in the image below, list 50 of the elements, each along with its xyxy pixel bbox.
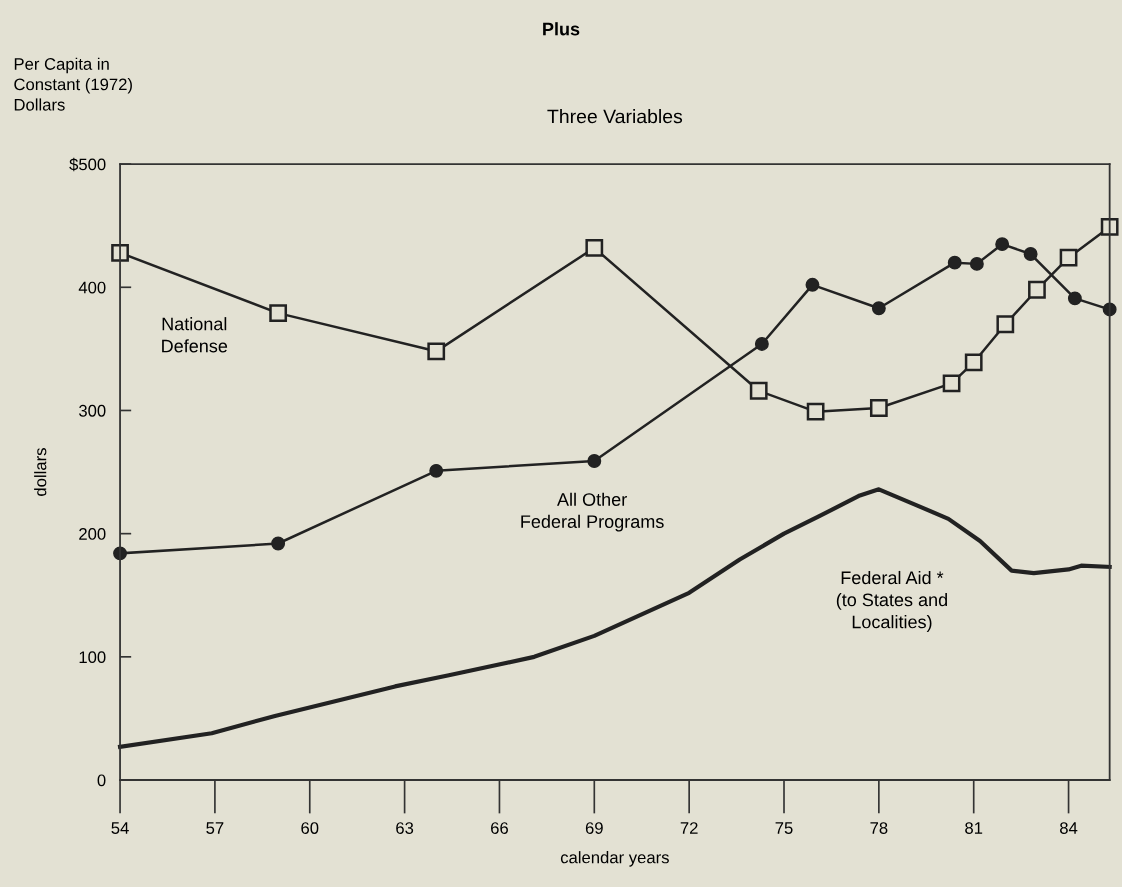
x-tick-label: 60 xyxy=(301,822,319,834)
point xyxy=(754,337,769,351)
y-tick-label: 100 xyxy=(79,651,106,664)
point xyxy=(996,315,1015,334)
x-tick-label: 72 xyxy=(680,822,698,834)
point xyxy=(749,381,768,400)
series-label: National Defense xyxy=(162,317,228,353)
x-tick-label: 81 xyxy=(965,822,983,834)
text: Per Capita in Constant (1972) Dollars xyxy=(14,57,132,111)
x-tick-label: 69 xyxy=(585,822,603,834)
point xyxy=(969,256,984,271)
x-tick-label: 66 xyxy=(491,822,508,834)
x-tick-label: 63 xyxy=(396,822,414,834)
point xyxy=(942,374,961,393)
point xyxy=(1023,247,1038,261)
point xyxy=(271,536,286,551)
y-tick-label: 400 xyxy=(78,281,106,294)
point xyxy=(427,342,446,361)
point xyxy=(111,243,129,262)
point xyxy=(429,463,444,478)
point xyxy=(1059,248,1078,267)
point xyxy=(964,353,983,372)
point xyxy=(947,255,962,270)
point xyxy=(869,399,888,417)
x-tick-label: 78 xyxy=(870,822,888,834)
point xyxy=(1100,218,1119,236)
point xyxy=(995,237,1010,252)
point xyxy=(805,277,820,292)
x-tick-label: 84 xyxy=(1060,822,1078,834)
line-series xyxy=(117,487,1112,749)
chart-subtitle: Three Variables xyxy=(547,109,683,124)
point xyxy=(585,238,604,257)
series-label: All Other Federal Programs xyxy=(521,492,664,532)
point xyxy=(1028,280,1046,299)
y-tick-label: 300 xyxy=(79,404,106,417)
point xyxy=(1067,291,1082,306)
point xyxy=(871,301,886,316)
y-axis-title: dollars xyxy=(34,448,47,496)
x-axis-title: calendar years xyxy=(560,851,669,867)
y-tick-label: 200 xyxy=(79,528,106,540)
text: Federal Aid * (to States and Localities) xyxy=(836,570,947,632)
x-tick-label: 54 xyxy=(111,822,129,834)
point xyxy=(269,304,288,323)
point xyxy=(806,402,825,421)
chart-title: Plus xyxy=(543,22,580,36)
y-tick-label: 0 xyxy=(97,774,106,787)
x-tick-label: 75 xyxy=(775,822,793,834)
x-tick-label: 57 xyxy=(206,822,224,834)
y-tick-label: $500 xyxy=(69,157,106,172)
point xyxy=(587,454,602,468)
